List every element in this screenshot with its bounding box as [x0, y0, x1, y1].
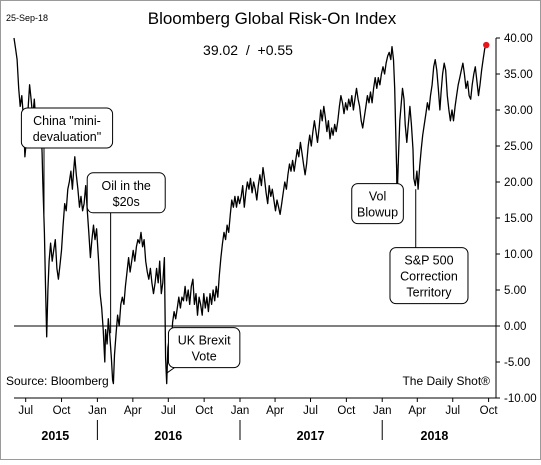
callout-pointer: [166, 367, 175, 374]
callout-text: S&P 500: [404, 254, 453, 268]
callout-box: [351, 183, 404, 225]
x-tick-label: Oct: [195, 405, 214, 417]
y-tick-label: -5.00: [504, 357, 530, 369]
callout-text: Vol: [369, 190, 386, 204]
x-tick-label: Jan: [88, 405, 107, 417]
brand-label: The Daily Shot®: [402, 374, 490, 388]
x-tick-label: Oct: [480, 405, 499, 417]
year-label: 2018: [421, 429, 449, 443]
chart-title: Bloomberg Global Risk-On Index: [148, 9, 397, 28]
y-tick-label: 5.00: [504, 285, 526, 297]
year-label: 2017: [297, 429, 325, 443]
x-tick-label: Apr: [266, 405, 284, 417]
callout-box: [20, 107, 114, 149]
y-tick-label: -10.00: [504, 393, 537, 405]
last-value-readout: 39.02 / +0.55: [203, 42, 293, 58]
callout-text: Vote: [192, 350, 217, 364]
x-tick-label: Jul: [303, 405, 318, 417]
x-tick-label: Jul: [18, 405, 33, 417]
callout-box: [86, 172, 166, 214]
source-label: Source: Bloomberg: [6, 374, 109, 388]
last-point-marker: [483, 41, 490, 49]
callout-text: Territory: [406, 286, 452, 300]
y-tick-label: 20.00: [504, 177, 533, 189]
callout-text: Oil in the: [102, 179, 151, 193]
callout-box: [389, 247, 469, 305]
axes: 40.00 35.00 30.00 25.00 20.00 15.00 10.00 5.00 0…: [14, 33, 537, 443]
y-tick-label: 30.00: [504, 105, 533, 117]
callout-text: China "mini-: [33, 114, 101, 128]
x-tick-label: Oct: [337, 405, 356, 417]
callout-text: Blowup: [357, 206, 398, 220]
callout-text: UK Brexit: [178, 334, 231, 348]
chart-date: 25-Sep-18: [6, 13, 48, 23]
y-tick-label: 35.00: [504, 69, 533, 81]
x-tick-label: Jul: [161, 405, 176, 417]
x-tick-label: Apr: [408, 405, 426, 417]
y-tick-label: 25.00: [504, 141, 533, 153]
callout-box: [167, 327, 241, 369]
y-tick-label: 40.00: [504, 33, 533, 45]
x-tick-label: Jul: [445, 405, 460, 417]
x-tick-label: Jan: [231, 405, 250, 417]
y-tick-label: 10.00: [504, 249, 533, 261]
x-tick-label: Jan: [373, 405, 392, 417]
series-line: [13, 37, 487, 385]
y-tick-label: 15.00: [504, 213, 533, 225]
x-tick-label: Oct: [53, 405, 72, 417]
callouts: China "mini-devaluation" Oil in the $20s UK…: [20, 107, 469, 374]
plot-area: [13, 37, 496, 385]
y-tick-label: 0.00: [504, 321, 526, 333]
callout-text: devaluation": [33, 130, 101, 144]
year-label: 2015: [41, 429, 69, 443]
year-label: 2016: [154, 429, 182, 443]
callout-text: $20s: [113, 195, 140, 209]
x-tick-label: Apr: [124, 405, 142, 417]
callout-text: Correction: [400, 270, 458, 284]
